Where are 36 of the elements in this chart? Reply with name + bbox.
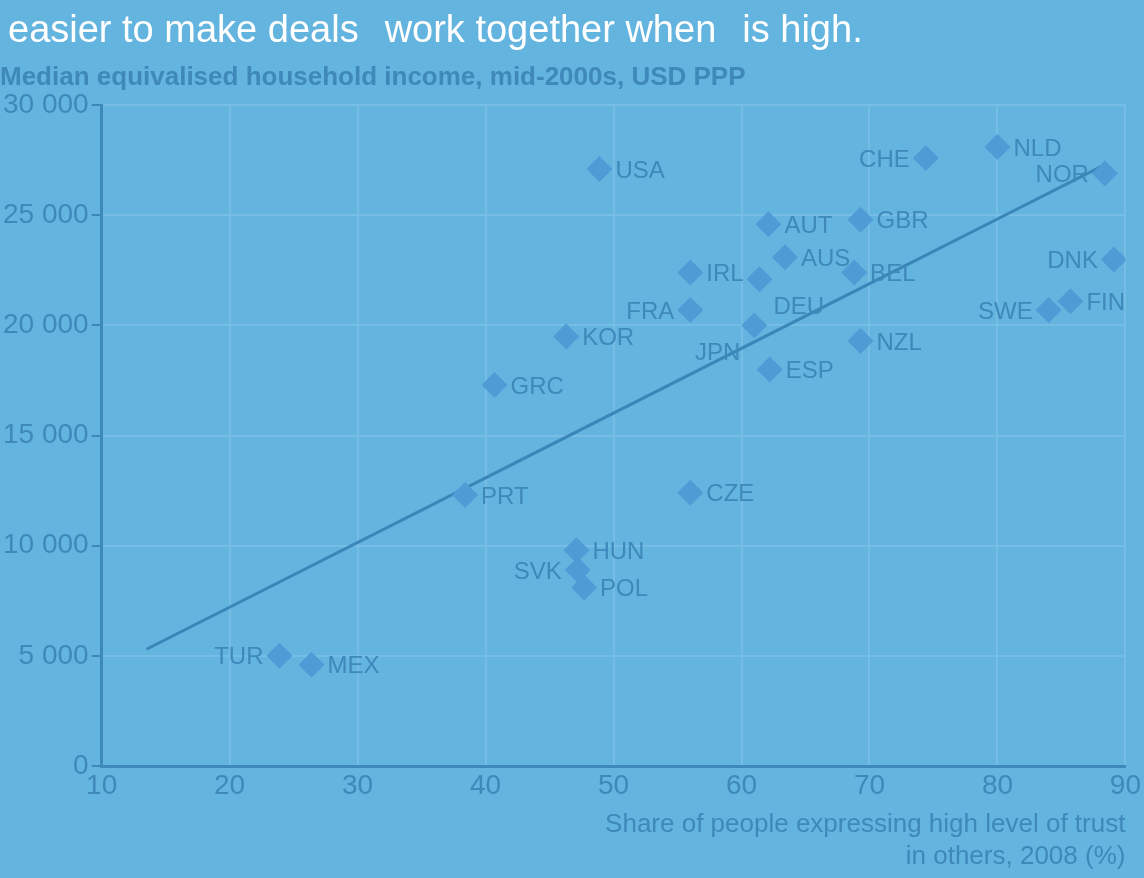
point bbox=[1035, 297, 1062, 324]
point bbox=[571, 574, 598, 601]
data-label: GBR bbox=[876, 206, 929, 234]
point bbox=[746, 266, 773, 293]
point bbox=[553, 323, 580, 350]
point bbox=[912, 145, 939, 172]
point bbox=[298, 651, 325, 678]
point bbox=[755, 211, 782, 238]
data-label: TUR bbox=[214, 642, 264, 670]
text: work together when bbox=[384, 7, 717, 51]
data-label: KOR bbox=[582, 323, 635, 351]
point bbox=[677, 297, 704, 324]
point bbox=[847, 206, 874, 233]
data-label: PRT bbox=[481, 481, 529, 509]
data-label: CZE bbox=[706, 479, 755, 507]
point bbox=[677, 259, 704, 286]
point bbox=[1100, 246, 1126, 273]
point bbox=[772, 244, 799, 271]
point bbox=[741, 312, 768, 339]
point bbox=[1057, 288, 1084, 315]
text: easier to make deals bbox=[8, 7, 359, 51]
point bbox=[266, 642, 293, 669]
data-label: MEX bbox=[327, 651, 380, 679]
point bbox=[677, 479, 704, 506]
data-label: HUN bbox=[592, 536, 645, 564]
point bbox=[452, 482, 479, 509]
point bbox=[756, 356, 783, 383]
point bbox=[847, 327, 874, 354]
data-label: IRL bbox=[706, 259, 744, 287]
data-label: SWE bbox=[977, 296, 1033, 324]
point bbox=[984, 134, 1011, 161]
data-label: POL bbox=[600, 574, 649, 602]
text: is high. bbox=[742, 7, 863, 51]
point bbox=[1091, 160, 1118, 187]
point bbox=[586, 156, 613, 183]
point bbox=[481, 371, 508, 398]
